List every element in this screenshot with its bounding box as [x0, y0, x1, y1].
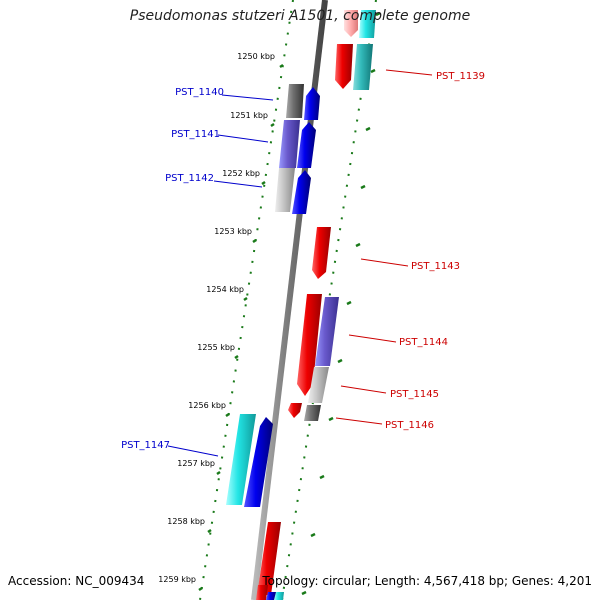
gene-feature-pst1146-red[interactable]: [288, 403, 302, 418]
gene-feature-teal[interactable]: [353, 44, 373, 90]
gene-feature-pst1144-purple[interactable]: [315, 297, 339, 366]
forward-leader-lines: [167, 94, 274, 457]
gene-label-pst1145[interactable]: PST_1145: [390, 389, 439, 400]
gene-feature-pst1140-blue[interactable]: [304, 87, 320, 120]
kbp-label: 1254 kbp: [206, 285, 244, 294]
kbp-label: 1255 kbp: [197, 343, 235, 352]
gene-feature-pink[interactable]: [344, 10, 358, 37]
gene-feature-pst1144-red[interactable]: [297, 294, 322, 396]
gene-feature-pst1145[interactable]: [308, 367, 329, 403]
kbp-label: 1259 kbp: [158, 575, 196, 584]
outer-major-ticks: [198, 63, 284, 592]
accession-text: Accession: NC_009434: [8, 574, 145, 588]
scale-ring-inner: [281, 0, 377, 600]
gene-label-pst1139[interactable]: PST_1139: [436, 71, 485, 82]
gene-feature-bottom-blue[interactable]: [266, 592, 276, 600]
gene-feature-pst1139-red[interactable]: [335, 44, 353, 89]
gene-label-pst1141[interactable]: PST_1141: [171, 129, 220, 140]
gene-feature-bottom-red[interactable]: [257, 522, 281, 595]
kbp-label: 1250 kbp: [237, 52, 275, 61]
gene-feature-pst1141-blue[interactable]: [297, 122, 316, 168]
gene-feature-pst1140[interactable]: [286, 84, 304, 118]
gene-feature-pst1146[interactable]: [304, 405, 321, 421]
gene-feature-pst1143[interactable]: [312, 227, 331, 279]
gene-feature-pst1147-blue[interactable]: [244, 417, 273, 507]
kbp-label: 1252 kbp: [222, 169, 260, 178]
gene-label-pst1147[interactable]: PST_1147: [121, 440, 170, 451]
gene-feature-bottom-red-2[interactable]: [256, 585, 268, 600]
inner-major-ticks: [301, 11, 381, 596]
kbp-label: 1256 kbp: [188, 401, 226, 410]
gene-feature-pst1142[interactable]: [275, 168, 295, 212]
gene-feature-pst1147[interactable]: [226, 414, 256, 505]
gene-feature-pst1142-blue[interactable]: [292, 170, 311, 214]
gene-label-pst1144[interactable]: PST_1144: [399, 337, 448, 348]
gene-label-pst1142[interactable]: PST_1142: [165, 173, 214, 184]
kbp-label: 1258 kbp: [167, 517, 205, 526]
kbp-label: 1251 kbp: [230, 111, 268, 120]
reverse-leader-lines: [335, 69, 433, 425]
gene-feature-pst1141[interactable]: [279, 120, 300, 168]
kbp-label: 1257 kbp: [177, 459, 215, 468]
gene-label-pst1146[interactable]: PST_1146: [385, 420, 434, 431]
gene-feature-bottom-cyan[interactable]: [274, 592, 284, 600]
kbp-label: 1253 kbp: [214, 227, 252, 236]
genome-title: Pseudomonas stutzeri A1501, complete gen…: [129, 8, 471, 24]
gene-label-pst1143[interactable]: PST_1143: [411, 261, 460, 272]
topology-text: Topology: circular; Length: 4,567,418 bp…: [262, 574, 592, 588]
gene-label-pst1140[interactable]: PST_1140: [175, 87, 224, 98]
gene-feature-cyan[interactable]: [359, 10, 376, 38]
